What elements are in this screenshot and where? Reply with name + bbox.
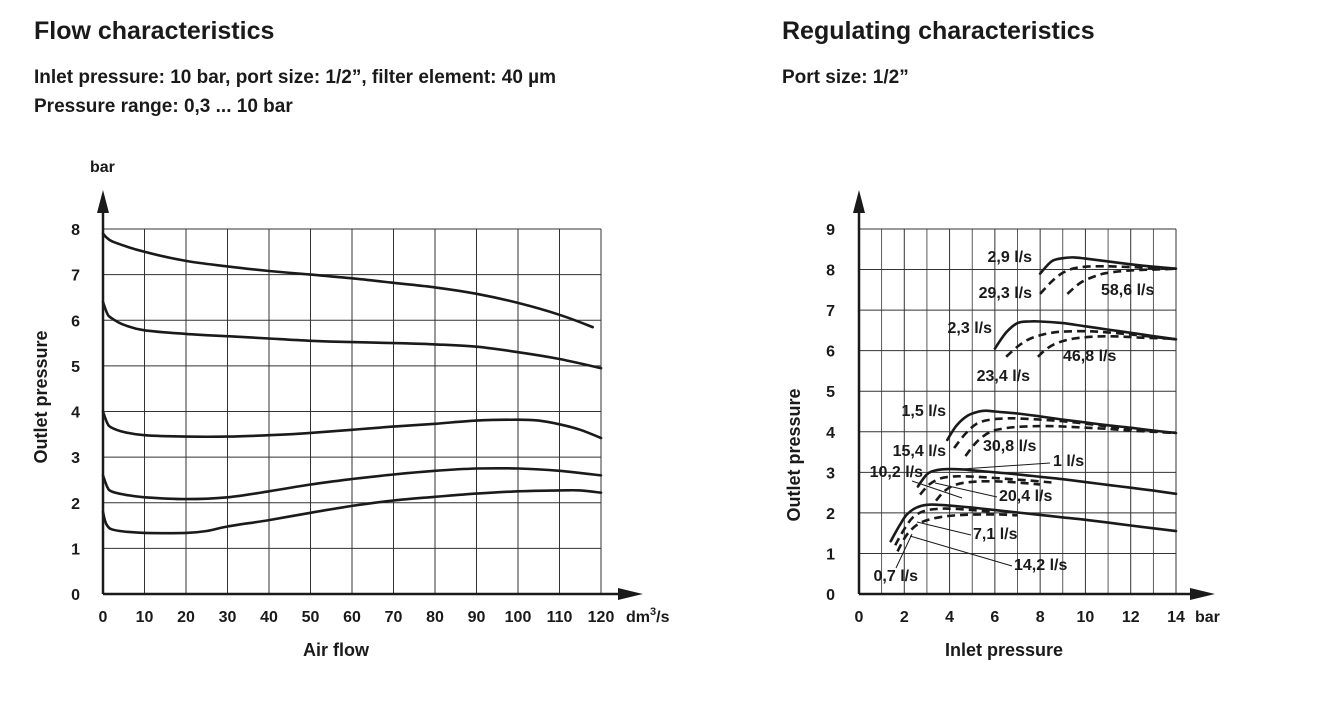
flow-x-tick-label: 10	[136, 609, 154, 626]
flow-y-axis-label: Outlet pressure	[31, 330, 51, 463]
flow-y-tick-label: 0	[71, 587, 80, 604]
flow-y-unit: bar	[90, 159, 115, 176]
flow-chart-subtitle-line-2: Pressure range: 0,3 ... 10 bar	[34, 96, 293, 117]
regulating-chart-subtitle: Port size: 1/2”	[782, 63, 909, 92]
reg-series-label: 14,2 l/s	[1014, 557, 1067, 574]
reg-x-tick-label: 6	[990, 609, 999, 626]
flow-y-tick-label: 3	[71, 450, 80, 467]
reg-curve-15-4-l-s	[953, 416, 1177, 449]
reg-label-leader-line	[916, 521, 972, 536]
flow-x-axis-arrow	[618, 588, 643, 600]
reg-x-tick-label: 14	[1167, 609, 1185, 626]
flow-x-tick-label: 100	[505, 609, 532, 626]
reg-x-axis-arrow	[1190, 588, 1215, 600]
reg-series-label: 20,4 l/s	[999, 488, 1052, 505]
flow-y-tick-label: 5	[71, 359, 80, 376]
reg-curve-29-3-l-s	[1039, 264, 1177, 295]
reg-series-label: 0,7 l/s	[874, 568, 919, 585]
flow-curve-2	[101, 300, 603, 370]
flow-y-tick-label: 2	[71, 496, 80, 513]
reg-series-label: 58,6 l/s	[1101, 282, 1154, 299]
flow-curve-1	[101, 232, 594, 329]
reg-curve-20-4-l-s	[935, 479, 1041, 502]
reg-x-unit: bar	[1195, 609, 1220, 626]
reg-y-tick-label: 1	[826, 546, 835, 563]
reg-label-leader-line	[961, 462, 1051, 470]
reg-curve-1-l-s	[916, 467, 1178, 496]
flow-x-axis-label: Air flow	[303, 640, 370, 660]
reg-x-tick-label: 2	[900, 609, 909, 626]
flow-x-tick-label: 60	[343, 609, 361, 626]
reg-x-axis-label: Inlet pressure	[945, 640, 1063, 660]
reg-y-axis-arrow	[853, 190, 865, 213]
flow-x-tick-label: 40	[260, 609, 278, 626]
flow-chart-subtitle-line-1: Inlet pressure: 10 bar, port size: 1/2”,…	[34, 67, 557, 88]
flow-curve-5	[101, 488, 603, 535]
reg-y-axis-label: Outlet pressure	[784, 388, 804, 521]
flow-y-tick-label: 8	[71, 222, 80, 239]
flow-x-tick-label: 80	[426, 609, 444, 626]
reg-series-label: 15,4 l/s	[893, 443, 946, 460]
flow-y-axis-arrow	[97, 190, 109, 213]
reg-curve-0-7-l-s	[889, 503, 1178, 543]
flow-curve-4	[101, 466, 603, 501]
reg-curve-14-2-l-s	[896, 513, 1018, 553]
reg-y-tick-label: 8	[826, 263, 835, 280]
flow-x-tick-label: 30	[219, 609, 237, 626]
reg-y-tick-label: 3	[826, 465, 835, 482]
flow-x-tick-label: 50	[302, 609, 320, 626]
reg-series-label: 2,9 l/s	[988, 249, 1033, 266]
reg-series-label: 23,4 l/s	[977, 368, 1030, 385]
reg-label-leader-line	[911, 480, 963, 499]
reg-series-label: 29,3 l/s	[979, 285, 1032, 302]
reg-x-tick-label: 12	[1122, 609, 1140, 626]
reg-curve-30-8-l-s	[964, 424, 1177, 457]
reg-label-leader-line	[934, 482, 998, 498]
flow-chart-title: Flow characteristics	[34, 17, 275, 45]
reg-x-tick-label: 0	[855, 609, 864, 626]
flow-x-unit: dm3/s	[626, 606, 670, 626]
reg-y-tick-label: 6	[826, 344, 835, 361]
reg-curve-10-2-l-s	[919, 474, 1052, 496]
reg-y-tick-label: 0	[826, 587, 835, 604]
reg-series-label: 1,5 l/s	[902, 403, 947, 420]
flow-y-tick-label: 7	[71, 268, 80, 285]
reg-curve-2-9-l-s	[1038, 256, 1178, 275]
reg-series-label: 1 l/s	[1053, 453, 1084, 470]
flow-y-tick-label: 4	[71, 405, 80, 422]
reg-y-tick-label: 7	[826, 303, 835, 320]
reg-label-leader-line	[909, 535, 1013, 567]
reg-x-tick-label: 4	[945, 609, 954, 626]
flow-x-tick-label: 120	[588, 609, 615, 626]
regulating-chart-subtitle-line-1: Port size: 1/2”	[782, 67, 909, 88]
reg-series-label: 10,2 l/s	[870, 464, 923, 481]
flow-x-tick-label: 90	[468, 609, 486, 626]
flow-y-tick-label: 6	[71, 313, 80, 330]
reg-curve-2-3-l-s	[993, 319, 1178, 350]
reg-series-label: 7,1 l/s	[973, 526, 1018, 543]
reg-series-label: 30,8 l/s	[983, 438, 1036, 455]
reg-series-label: 46,8 l/s	[1063, 348, 1116, 365]
flow-x-tick-label: 20	[177, 609, 195, 626]
flow-curve-3	[101, 410, 603, 440]
reg-x-tick-label: 10	[1077, 609, 1095, 626]
reg-x-tick-label: 8	[1036, 609, 1045, 626]
flow-x-tick-label: 110	[547, 609, 573, 626]
flow-x-tick-label: 70	[385, 609, 403, 626]
reg-curve-46-8-l-s	[1037, 334, 1177, 358]
reg-curve-58-6-l-s	[1066, 267, 1177, 295]
reg-label-leader-line	[895, 533, 913, 569]
reg-y-tick-label: 9	[826, 222, 835, 239]
flow-chart-subtitle: Inlet pressure: 10 bar, port size: 1/2”,…	[34, 63, 556, 121]
reg-series-label: 2,3 l/s	[948, 320, 993, 337]
reg-curve-7-1-l-s	[894, 507, 991, 546]
flow-y-tick-label: 1	[71, 541, 80, 558]
reg-y-tick-label: 2	[826, 506, 835, 523]
reg-y-tick-label: 5	[826, 384, 835, 401]
reg-y-tick-label: 4	[826, 425, 835, 442]
flow-x-tick-label: 0	[99, 609, 108, 626]
regulating-chart-title: Regulating characteristics	[782, 17, 1095, 45]
